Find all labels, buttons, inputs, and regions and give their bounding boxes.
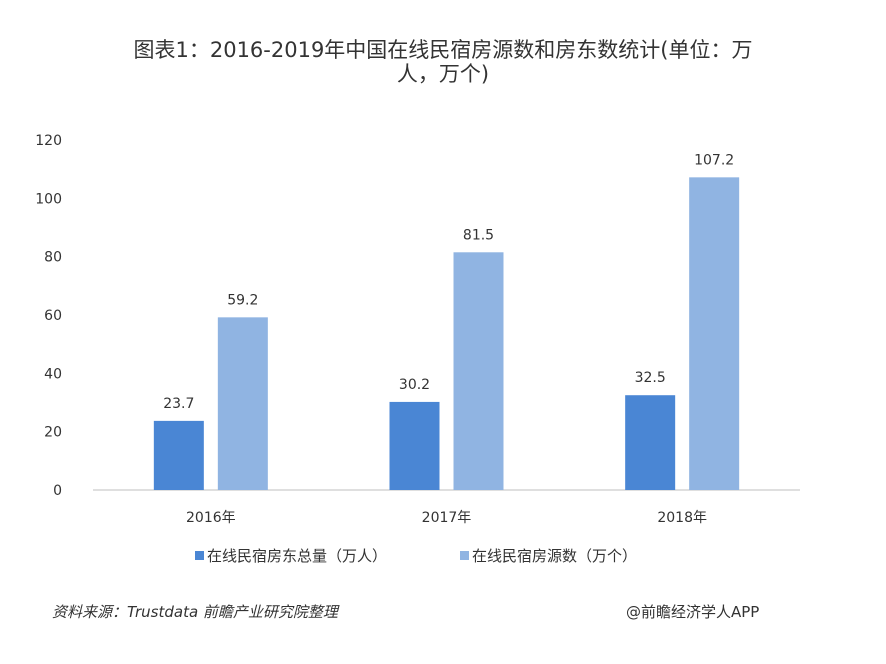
x-tick-label: 2018年 bbox=[657, 510, 707, 526]
data-label: 32.5 bbox=[635, 370, 666, 386]
y-tick-label: 60 bbox=[44, 308, 62, 324]
credit-note: @前瞻经济学人APP bbox=[626, 603, 760, 621]
y-tick-label: 80 bbox=[44, 250, 62, 266]
chart-title-line2: 人，万个) bbox=[396, 62, 490, 86]
bar-chart: 0 20 40 60 80 100 120 23.7 59.2 2016年 30.2 81.5 2017… bbox=[35, 133, 800, 526]
bar bbox=[389, 401, 440, 490]
x-tick-label: 2017年 bbox=[422, 510, 472, 526]
legend-swatch-1 bbox=[195, 550, 204, 560]
y-tick-label: 20 bbox=[44, 425, 62, 441]
data-label: 30.2 bbox=[399, 377, 430, 393]
source-note: 资料来源：Trustdata 前瞻产业研究院整理 bbox=[52, 603, 338, 621]
y-tick-label: 40 bbox=[44, 366, 62, 382]
data-label: 23.7 bbox=[163, 396, 194, 412]
legend-item-2: 在线民宿房源数（万个） bbox=[460, 545, 637, 566]
legend-swatch-2 bbox=[460, 550, 469, 560]
data-label: 107.2 bbox=[694, 152, 734, 168]
chart-title: 图表1：2016-2019年中国在线民宿房源数和房东数统计(单位：万 人，万个) bbox=[0, 38, 886, 86]
bar bbox=[217, 317, 268, 490]
legend-label-2: 在线民宿房源数（万个） bbox=[472, 547, 638, 565]
bar bbox=[689, 177, 740, 491]
bar bbox=[153, 420, 204, 490]
bar bbox=[453, 252, 504, 490]
data-label: 59.2 bbox=[227, 292, 258, 308]
y-tick-label: 0 bbox=[53, 483, 62, 499]
x-tick-label: 2016年 bbox=[186, 510, 236, 526]
legend-item-1: 在线民宿房东总量（万人） bbox=[195, 545, 387, 566]
y-tick-label: 100 bbox=[35, 191, 62, 207]
legend-label-1: 在线民宿房东总量（万人） bbox=[207, 547, 388, 565]
chart-title-line1: 图表1：2016-2019年中国在线民宿房源数和房东数统计(单位：万 bbox=[133, 38, 753, 62]
bar bbox=[625, 395, 676, 490]
y-tick-label: 120 bbox=[35, 133, 62, 149]
data-label: 81.5 bbox=[463, 227, 494, 243]
